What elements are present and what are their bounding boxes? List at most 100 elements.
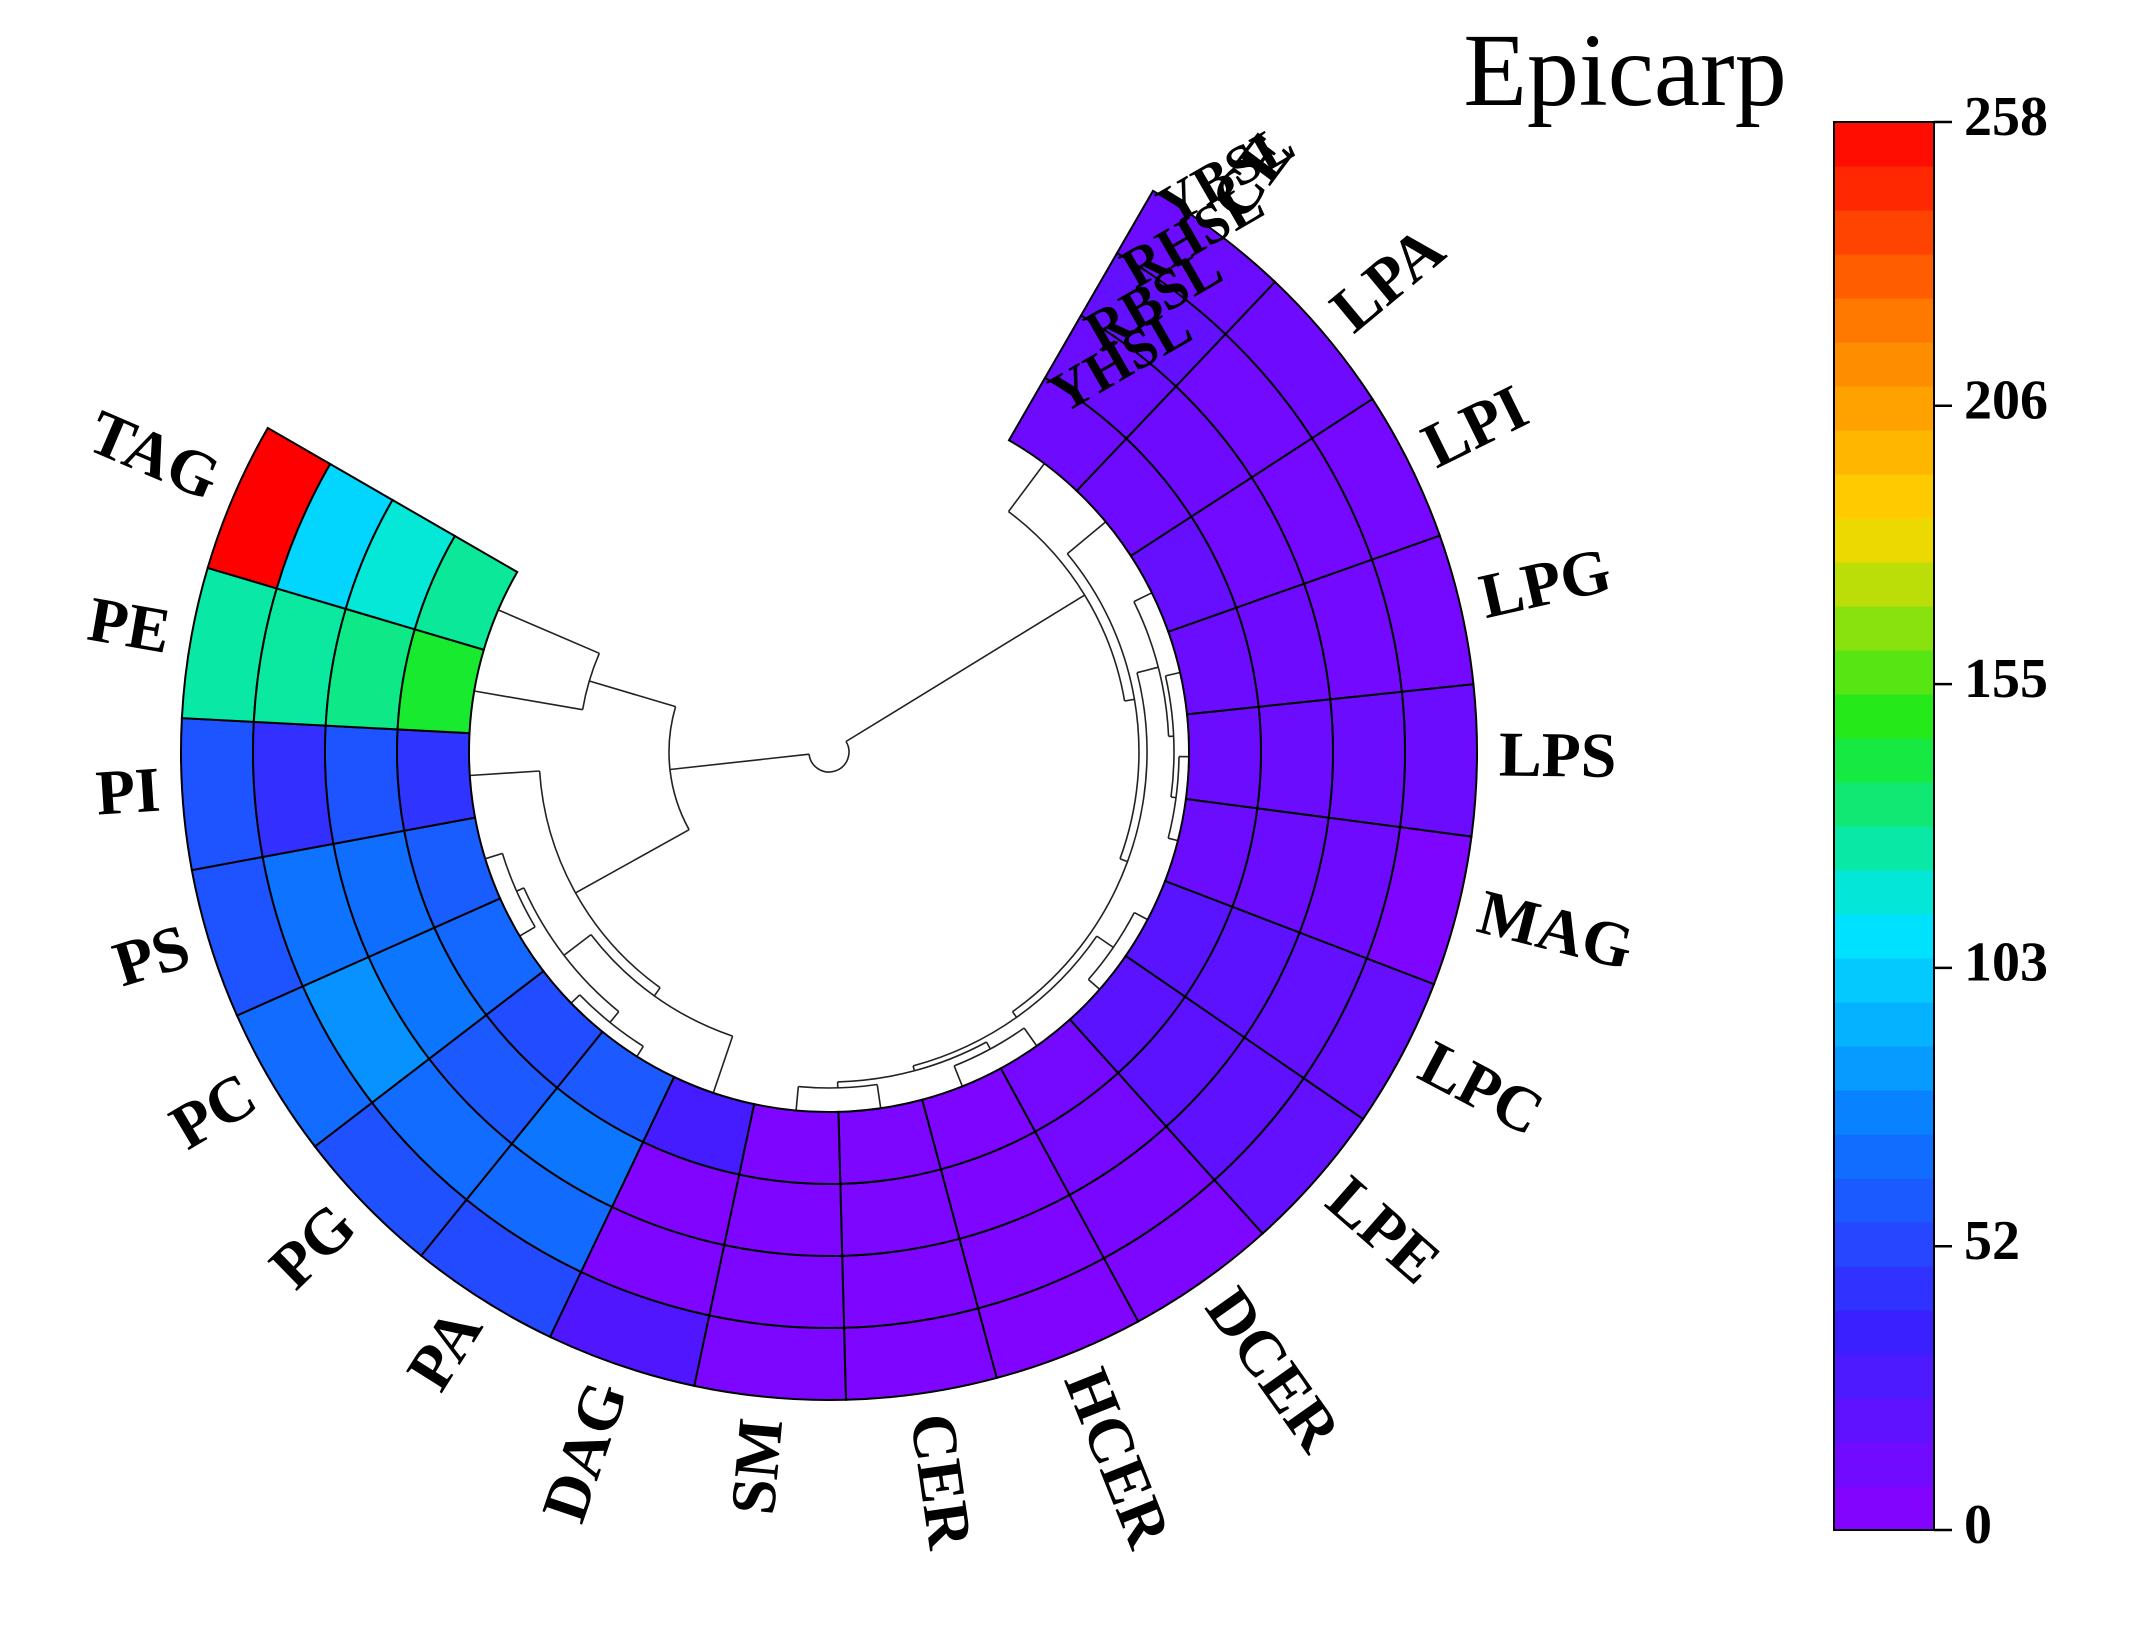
- colorbar-band: [1834, 1134, 1934, 1179]
- colorbar-band: [1834, 254, 1934, 299]
- dendrogram-branch: [571, 995, 580, 1003]
- dendrogram-branch: [1168, 838, 1178, 840]
- heatmap-cell-sm-yhsl: [739, 1104, 840, 1184]
- colorbar-band: [1834, 870, 1934, 915]
- heatmap-cells: [181, 191, 1477, 1400]
- dendrogram-branch: [470, 771, 540, 776]
- category-label-pg: PG: [256, 1189, 369, 1302]
- dendrogram-branch: [474, 691, 582, 710]
- colorbar-band: [1834, 1266, 1934, 1311]
- colorbar-band: [1834, 562, 1934, 607]
- colorbar-band: [1834, 694, 1934, 739]
- dendrogram-branch: [877, 1085, 881, 1109]
- dendrogram-branch: [1067, 522, 1106, 554]
- colorbar-band: [1834, 1090, 1934, 1135]
- colorbar-band: [1834, 386, 1934, 431]
- category-label-hcer: HCER: [1051, 1359, 1186, 1558]
- colorbar-band: [1834, 958, 1934, 1003]
- colorbar-band: [1834, 1354, 1934, 1399]
- dendrogram-branch: [485, 853, 502, 858]
- heatmap-cell-lps-rbsl: [1257, 699, 1333, 817]
- dendrogram-arc: [809, 742, 849, 773]
- category-label-mag: MAG: [1471, 876, 1640, 983]
- colorbar-tick-label: 52: [1964, 1210, 2020, 1272]
- heatmap-cell-cer-yhsl: [838, 1100, 940, 1184]
- dendrogram-branch: [913, 1066, 914, 1071]
- category-label-cer: CER: [897, 1409, 987, 1554]
- colorbar-tick-label: 206: [1964, 370, 2048, 432]
- colorbar-band: [1834, 430, 1934, 475]
- category-label-lps: LPS: [1499, 718, 1617, 791]
- category-label-pc: PC: [158, 1058, 268, 1163]
- dendrogram-branch: [796, 1087, 798, 1111]
- category-label-lpi: LPI: [1411, 371, 1538, 482]
- dendrogram-branch: [1166, 673, 1181, 676]
- dendrogram-branch: [1097, 936, 1114, 947]
- dendrogram-branch: [987, 1042, 991, 1049]
- colorbar-band: [1834, 474, 1934, 519]
- colorbar-band: [1834, 122, 1934, 167]
- heatmap-cell-pi-yhsl: [397, 729, 475, 830]
- heatmap-cell-pi-rhsl: [253, 722, 333, 857]
- dendrogram-branch: [1125, 699, 1135, 701]
- dendrogram-branch: [846, 595, 1085, 741]
- dendrogram-branch: [637, 1046, 643, 1056]
- colorbar-band: [1834, 1002, 1934, 1047]
- category-label-lpe: LPE: [1314, 1162, 1454, 1297]
- dendrogram-branch: [1013, 1012, 1017, 1018]
- dendrogram-branch: [1024, 1028, 1037, 1046]
- dendrogram-branch: [1120, 859, 1128, 862]
- dendrogram-branch: [589, 681, 675, 707]
- category-label-sm: SM: [717, 1415, 796, 1517]
- heatmap-cell-pi-rbsl: [325, 726, 404, 844]
- colorbar-band: [1834, 342, 1934, 387]
- category-label-lpa: LPA: [1317, 212, 1457, 345]
- dendrogram-branch: [1088, 980, 1099, 990]
- category-label-pi: PI: [94, 754, 163, 829]
- dendrogram-branch: [954, 1066, 962, 1087]
- colorbar-tick-label: 0: [1964, 1494, 1992, 1556]
- colorbar-band: [1834, 1442, 1934, 1487]
- colorbar-band: [1834, 826, 1934, 871]
- category-label-lpg: LPG: [1473, 534, 1617, 632]
- dendrogram-branch: [713, 1036, 732, 1093]
- colorbar-band: [1834, 738, 1934, 783]
- heatmap-cell-pi-ybsl: [181, 718, 263, 870]
- dendrogram-branch: [1137, 667, 1158, 673]
- colorbar-tick-label: 258: [1964, 86, 2048, 148]
- dendrogram-branch: [1171, 797, 1176, 798]
- colorbar-band: [1834, 1310, 1934, 1355]
- dendrogram-branch: [498, 610, 599, 653]
- category-label-pe: PE: [83, 583, 176, 667]
- colorbar-tick-label: 103: [1964, 932, 2048, 994]
- dendrogram-branch: [1134, 913, 1147, 920]
- category-label-ps: PS: [105, 910, 197, 1000]
- dendrogram-branch: [1134, 593, 1152, 602]
- heatmap-cell-lps-rhsl: [1329, 692, 1405, 827]
- dendrogram-branch: [610, 1012, 619, 1023]
- category-label-lpc: LPC: [1409, 1027, 1555, 1149]
- colorbar-tick-label: 155: [1964, 648, 2048, 710]
- colorbar-band: [1834, 166, 1934, 211]
- colorbar-band: [1834, 606, 1934, 651]
- colorbar-band: [1834, 1178, 1934, 1223]
- chart-title: Epicarp: [1463, 13, 1786, 128]
- dendrogram-branch: [1009, 464, 1045, 512]
- category-label-pa: PA: [393, 1296, 496, 1402]
- heatmap-cell-lps-ybsl: [1400, 684, 1477, 836]
- dendrogram-branch: [520, 927, 536, 936]
- colorbar-band: [1834, 298, 1934, 343]
- colorbar-band: [1834, 1486, 1934, 1531]
- dendrogram-branch: [564, 935, 591, 956]
- heatmap-cell-sm-rhsl: [709, 1245, 844, 1328]
- colorbar-band: [1834, 782, 1934, 827]
- colorbar-band: [1834, 1046, 1934, 1091]
- colorbar-band: [1834, 210, 1934, 255]
- colorbar: 0 52 103 155 206 258: [1834, 86, 2048, 1556]
- category-label-dcer: DCER: [1192, 1275, 1355, 1465]
- colorbar-band: [1834, 1222, 1934, 1267]
- dendrogram-branch: [517, 888, 524, 891]
- category-label-dag: DAG: [528, 1373, 641, 1530]
